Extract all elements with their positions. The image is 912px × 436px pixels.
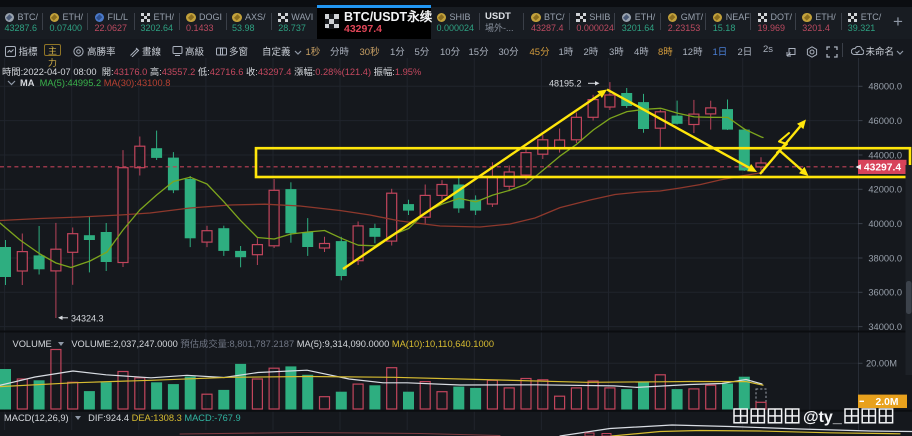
svg-text:46000.0: 46000.0 [868,116,902,126]
svg-text:34000.0: 34000.0 [868,322,902,332]
svg-text:43297.4: 43297.4 [864,163,901,174]
svg-text:40000.0: 40000.0 [868,219,902,229]
svg-text:48000.0: 48000.0 [868,82,902,92]
svg-text:42000.0: 42000.0 [868,185,902,195]
svg-text:@ty_: @ty_ [803,409,843,426]
svg-text:20.00M: 20.00M [866,359,897,369]
svg-text:34324.3: 34324.3 [71,313,104,323]
svg-text:44000.0: 44000.0 [868,150,902,160]
svg-text:36000.0: 36000.0 [868,288,902,298]
svg-text:2.0M: 2.0M [876,397,899,408]
svg-text:48195.2: 48195.2 [549,79,582,89]
svg-text:38000.0: 38000.0 [868,253,902,263]
